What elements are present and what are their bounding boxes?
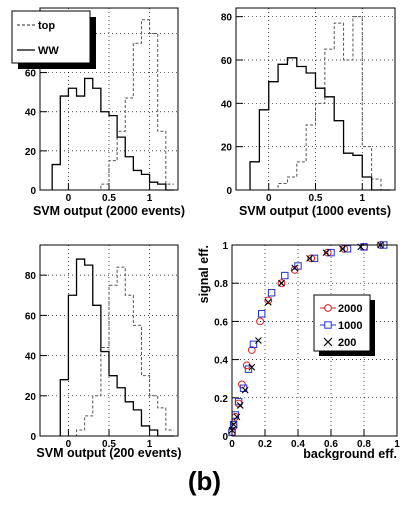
figure-caption: (b) <box>187 466 222 496</box>
y-tick-label: 80 <box>25 271 37 282</box>
y-tick-label: 40 <box>25 352 37 363</box>
y-tick-label: 0.4 <box>214 356 228 367</box>
plot-frame <box>39 7 179 191</box>
y-tick-label: 20 <box>25 147 37 158</box>
data-point-2000 <box>247 346 256 354</box>
data-point-2000 <box>277 279 286 288</box>
data-point-1000 <box>258 310 266 318</box>
histogram-panel-200: 0 0.5 1 0 20 40 60 80 SVM output (200 events) <box>25 244 182 460</box>
data-point-200 <box>255 337 262 344</box>
data-point-200 <box>339 245 346 253</box>
y-tick-label: 0 <box>226 186 232 197</box>
y-tick-label: 0.6 <box>214 317 228 328</box>
legend-label-1000: 1000 <box>338 320 362 332</box>
x-tick-label: 0.4 <box>291 439 305 450</box>
x-tick-label: 1 <box>147 439 153 450</box>
x-tick-label: 0.5 <box>102 193 116 204</box>
legend-label-200: 200 <box>338 337 356 349</box>
legend-marker-2000 <box>324 304 332 312</box>
plot-frame <box>39 244 179 437</box>
y-tick-label: 40 <box>221 99 233 110</box>
x-axis-label: background eff. <box>303 447 397 460</box>
legend: top WW <box>11 10 96 69</box>
x-tick-label: 1 <box>394 439 400 450</box>
y-tick-label: 60 <box>221 56 233 67</box>
data-point-1000 <box>294 262 302 270</box>
legend-marker-200 <box>323 337 333 347</box>
data-point-200 <box>233 413 241 421</box>
plot-frame <box>235 7 396 191</box>
x-tick-label: 0.5 <box>102 439 116 450</box>
y-tick-label: 1 <box>222 241 228 252</box>
histogram-series-WW <box>51 77 174 191</box>
data-point-200 <box>306 254 313 262</box>
y-tick-label: 20 <box>25 392 37 403</box>
histogram-series-WW <box>249 57 391 191</box>
histogram-series-top <box>60 266 174 437</box>
x-axis-label: SVM output (2000 events) <box>33 204 185 218</box>
data-point-200 <box>264 298 272 306</box>
legend-box <box>313 294 371 352</box>
x-tick-label: 1 <box>147 193 153 204</box>
data-point-200 <box>236 402 244 409</box>
data-point-200 <box>291 264 299 272</box>
data-point-1000 <box>234 397 243 406</box>
data-point-1000 <box>310 254 319 263</box>
x-tick-label: 0.6 <box>324 439 338 450</box>
data-point-2000 <box>256 317 264 326</box>
data-point-1000 <box>229 420 238 429</box>
y-tick-label: 0 <box>30 186 36 197</box>
legend-marker-1000 <box>324 321 332 329</box>
y-axis-label: signal eff. <box>197 245 211 303</box>
x-tick-label: 0.2 <box>258 439 272 450</box>
y-tick-label: 0 <box>30 432 36 443</box>
data-point-1000 <box>249 340 258 349</box>
x-tick-label: 0 <box>66 439 72 450</box>
x-axis-label: SVM output (1000 events) <box>239 204 391 218</box>
y-tick-label: 60 <box>25 69 37 80</box>
data-point-1000 <box>343 245 352 253</box>
histogram-series-top <box>250 16 391 191</box>
x-tick-label: 0 <box>266 193 272 204</box>
y-tick-label: 60 <box>25 311 37 322</box>
chart-figure: 0 0.5 1 0 20 40 60 80 SVM output (2000 events) to… <box>11 7 400 461</box>
x-tick-label: 1 <box>359 193 365 204</box>
y-tick-label: 0.2 <box>214 394 228 405</box>
legend-label-2000: 2000 <box>338 303 362 315</box>
data-point-200 <box>248 363 256 371</box>
x-tick-label: 0.8 <box>357 439 371 450</box>
y-tick-label: 0.8 <box>214 279 228 290</box>
data-point-1000 <box>281 271 289 280</box>
data-point-2000 <box>264 296 273 305</box>
y-tick-label: 0 <box>222 432 228 443</box>
data-point-200 <box>278 279 285 287</box>
x-tick-label: 0.5 <box>309 193 323 204</box>
plot-frame <box>231 244 398 437</box>
x-tick-label: 0 <box>229 439 235 450</box>
data-point-2000 <box>238 380 246 389</box>
histogram-panel-1000: 0 0.5 1 0 20 40 60 80 SVM output (1000 events) <box>221 7 396 218</box>
y-tick-label: 20 <box>221 143 233 154</box>
legend-box <box>11 10 91 64</box>
data-point-200 <box>322 249 330 257</box>
legend-label-top: top <box>38 20 55 32</box>
legend: 2000 1000 200 <box>313 294 375 356</box>
data-point-200 <box>241 386 249 394</box>
legend-label-WW: WW <box>38 45 59 57</box>
x-axis-label: SVM output (200 events) <box>36 446 181 460</box>
y-tick-label: 80 <box>221 13 233 24</box>
data-point-1000 <box>267 289 276 297</box>
data-point-1000 <box>244 365 253 373</box>
y-tick-label: 40 <box>25 108 37 119</box>
data-point-1000 <box>327 248 335 257</box>
x-tick-label: 0 <box>66 193 72 204</box>
histogram-series-WW <box>59 258 174 437</box>
